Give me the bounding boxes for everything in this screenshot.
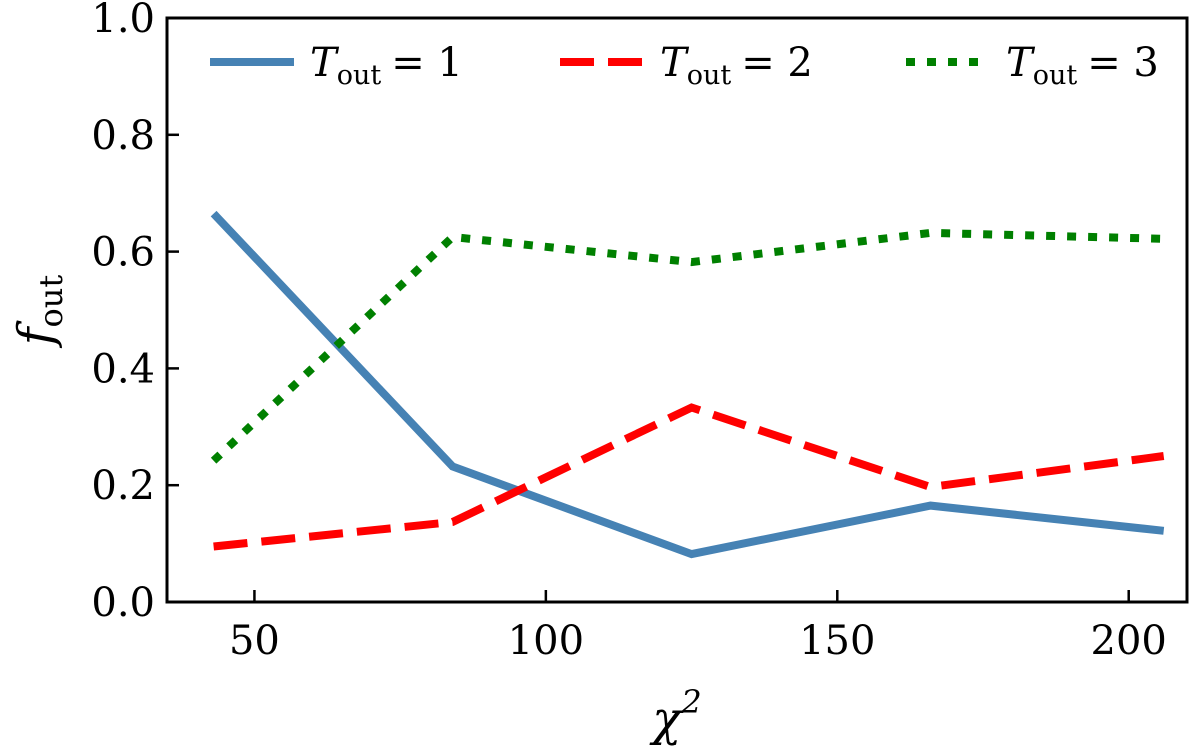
x-tick-label: 200 [1091, 618, 1167, 664]
legend-label-3: Tout = 3 [1006, 40, 1159, 91]
y-axis-label-sub: out [32, 275, 70, 328]
ticks-layer: 50 100 150 200 0.0 0.2 0.4 0.6 0.8 1.0 [91, 0, 1167, 664]
x-axis-label-sup: 2 [680, 683, 701, 721]
y-tick-label: 1.0 [91, 0, 155, 42]
legend: Tout = 1 Tout = 2 Tout = 3 [210, 40, 1159, 91]
x-tick-label: 100 [508, 618, 584, 664]
x-tick-label: 50 [229, 618, 280, 664]
legend-label-1: Tout = 1 [310, 40, 463, 91]
legend-label-2: Tout = 2 [660, 40, 813, 91]
x-axis-label: χ2 [649, 683, 701, 747]
y-tick-label: 0.4 [91, 346, 155, 392]
series-line-2 [213, 403, 1165, 551]
series-layer [210, 210, 1165, 559]
series-line-3 [210, 228, 1164, 464]
y-axis-label: fout [8, 275, 70, 349]
plot-frame [165, 16, 1189, 604]
y-tick-label: 0.2 [91, 463, 155, 509]
x-tick-label: 150 [799, 618, 875, 664]
y-tick-label: 0.6 [91, 230, 155, 276]
x-axis-label-text: χ [649, 691, 684, 747]
y-tick-label: 0.0 [91, 580, 155, 626]
series-line-1 [210, 210, 1165, 559]
y-tick-label: 0.8 [91, 113, 155, 159]
